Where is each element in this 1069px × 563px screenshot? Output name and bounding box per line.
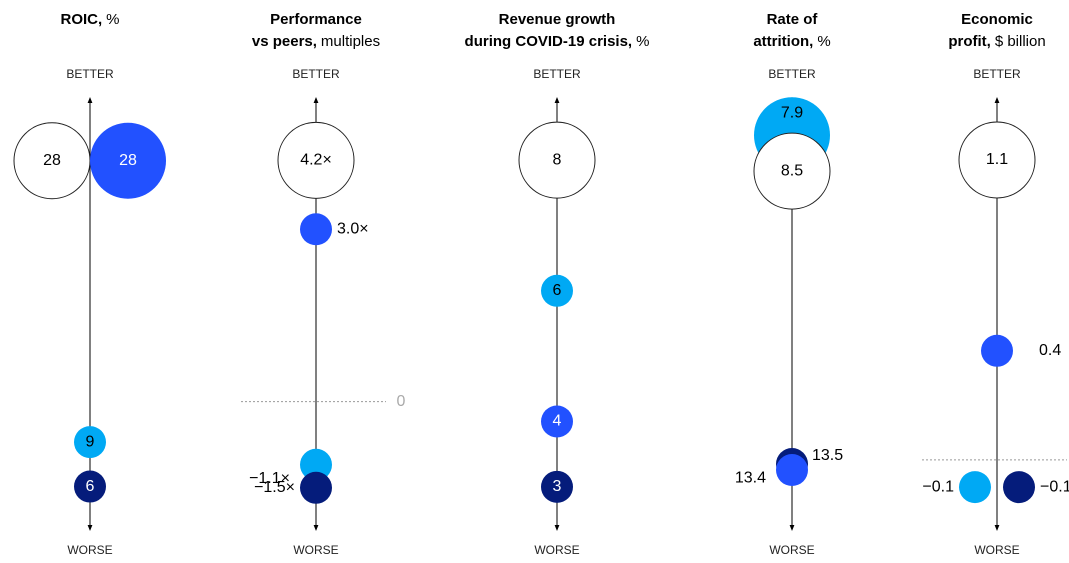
value-label: 8.5 [781,162,803,179]
title-unit: % [817,33,830,50]
panel-title: attrition,% [753,33,830,50]
value-label: 8 [553,151,562,168]
title-text: Economic [961,11,1033,28]
dot [753,132,831,210]
reference-label: 0 [397,393,406,410]
value-label: 6 [553,282,562,299]
dot [277,121,355,199]
dot [300,471,332,504]
dot [776,454,808,487]
dot [541,470,573,503]
value-label: 13.4 [735,469,766,486]
value-label: 13.5 [812,447,843,464]
value-label: 6 [86,478,95,495]
title-text: profit, [948,33,991,50]
title-text: during COVID-19 crisis, [465,33,633,50]
title-text: ROIC, [60,11,102,28]
title-unit: multiples [321,33,380,50]
panel-title: Performance [270,11,362,28]
panel-title: Economic [961,11,1033,28]
panel-title: during COVID-19 crisis,% [465,33,650,50]
title-unit: % [636,33,649,50]
better-label: BETTER [768,67,816,81]
value-label: 3.0× [337,220,369,237]
worse-label: WORSE [293,543,338,557]
value-label: 9 [86,433,95,450]
dot [90,122,166,199]
value-label: −1.5× [254,479,295,496]
title-text: Rate of [767,11,819,28]
dot [74,470,106,503]
worse-label: WORSE [534,543,579,557]
worse-label: WORSE [67,543,112,557]
dot [300,448,332,481]
value-label: 28 [43,152,61,169]
title-text: Performance [270,11,362,28]
title-unit: $ billion [995,33,1046,50]
dot [74,426,106,459]
better-label: BETTER [973,67,1021,81]
value-label: 4 [553,413,562,430]
dot [300,213,332,246]
value-label: 7.9 [781,104,803,121]
dot [541,274,573,307]
value-label: 0.4 [1039,342,1061,359]
better-label: BETTER [292,67,340,81]
value-label: 4.2× [300,152,332,169]
worse-label: WORSE [974,543,1019,557]
value-label: −1.1× [249,470,290,487]
value-label: 28 [119,152,137,169]
title-unit: % [106,11,119,28]
dot [1003,471,1035,504]
panel-title: Revenue growth [499,11,616,28]
title-text: vs peers, [252,33,317,50]
panel-title: profit, $ billion [948,33,1045,50]
value-label: 1.1 [986,151,1008,168]
dot [518,121,596,199]
value-label: 3 [553,478,562,495]
worse-label: WORSE [769,543,814,557]
panel-title: Rate of [767,11,819,28]
dot [981,334,1013,367]
dot [959,471,991,504]
better-label: BETTER [533,67,581,81]
title-text: Revenue growth [499,11,616,28]
better-label: BETTER [66,67,114,81]
panel-title: ROIC,% [60,11,119,28]
dot [958,121,1036,199]
dot [541,405,573,438]
value-label: −0.1 [922,478,954,495]
title-text: attrition, [753,33,813,50]
value-label: −0.1 [1040,478,1069,495]
panel-title: vs peers, multiples [252,33,380,50]
